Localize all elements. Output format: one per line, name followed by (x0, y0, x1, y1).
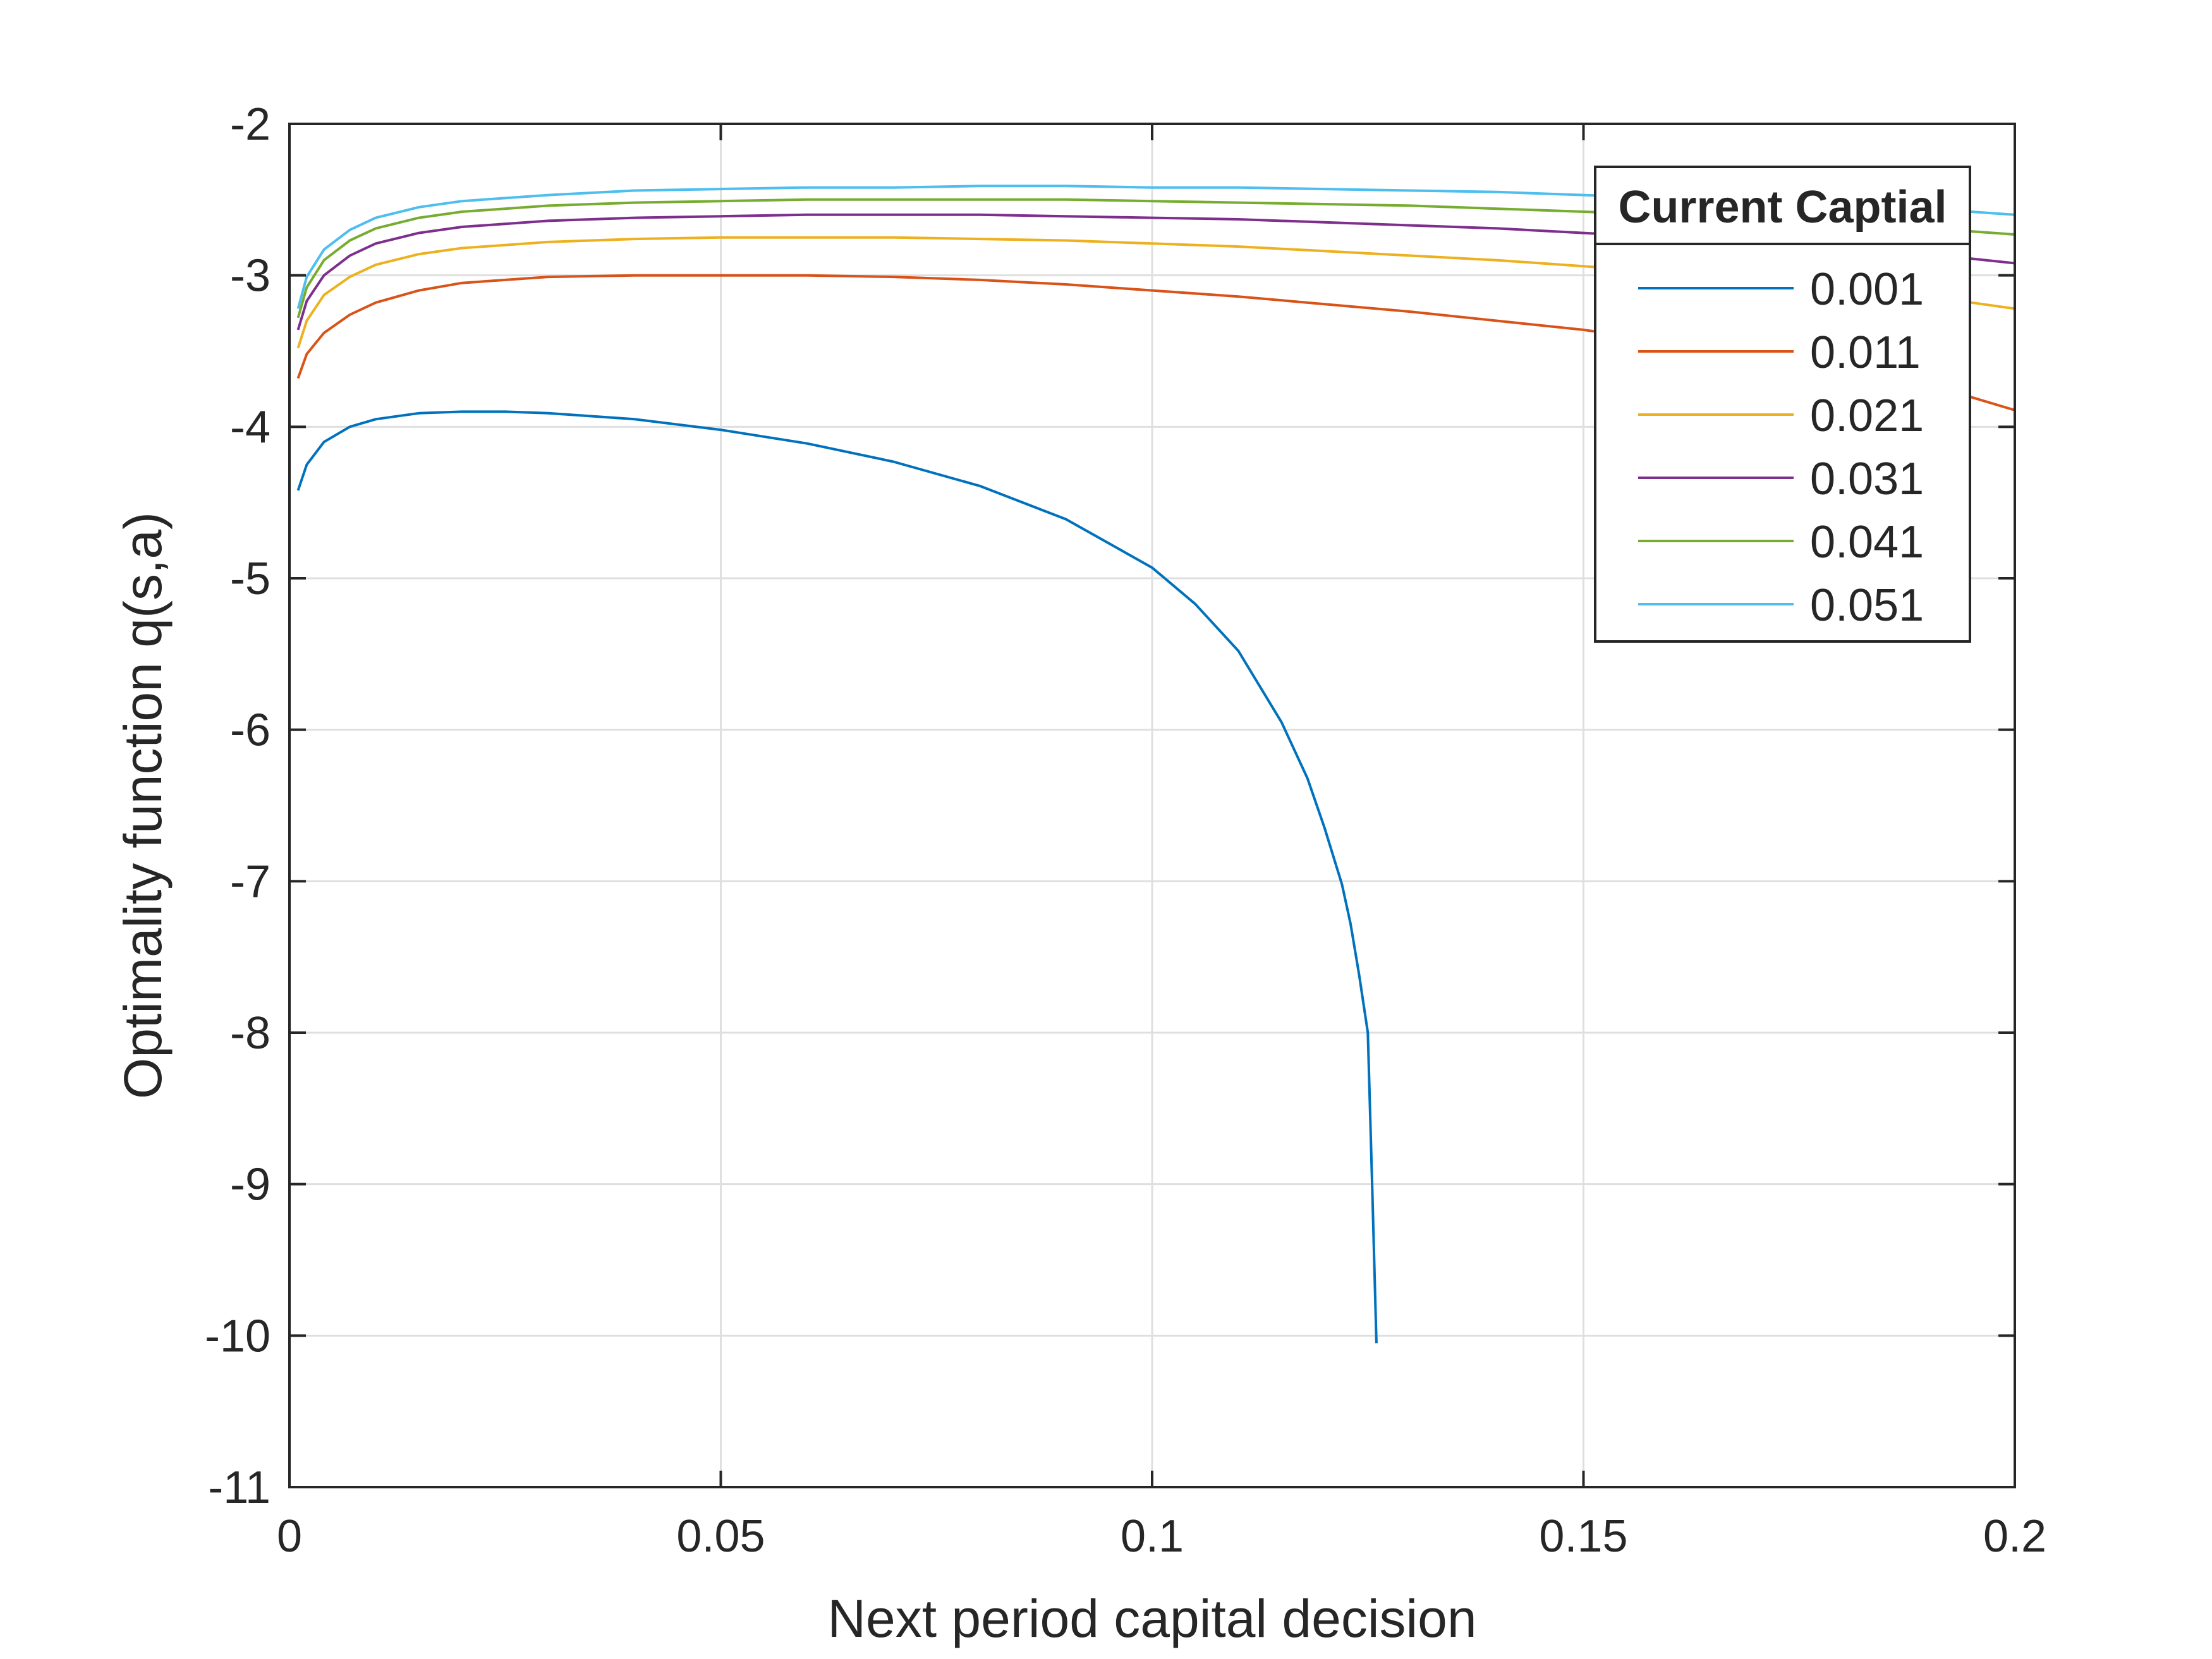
axis-ticks: 0 0.05 0.1 0.15 0.2 -11 -10 -9 -8 -7 -6 -5 -4 -3 -2 (205, 99, 2046, 1562)
legend-label-5: 0.041 (1810, 517, 1924, 568)
y-tick-label: -9 (230, 1160, 270, 1210)
x-tick-label: 0.15 (1539, 1511, 1627, 1562)
legend-box (1594, 166, 1971, 643)
y-axis-label: Optimality function q(s,a) (113, 512, 173, 1099)
legend: Current Captial 0.001 0.011 0.021 0.031 0.04… (1594, 166, 1971, 643)
y-tick-label: -2 (230, 99, 270, 150)
y-tick-label: -5 (230, 554, 270, 604)
y-tick-label: -4 (230, 402, 270, 453)
legend-label-4: 0.031 (1810, 454, 1924, 504)
legend-label-2: 0.011 (1810, 327, 1921, 378)
x-tick-label: 0.05 (676, 1511, 765, 1562)
legend-label-6: 0.051 (1810, 580, 1924, 631)
legend-label-1: 0.001 (1810, 264, 1924, 315)
y-tick-label: -10 (205, 1311, 270, 1361)
y-tick-label: -6 (230, 705, 270, 756)
y-tick-label: -3 (230, 251, 270, 301)
x-axis-label: Next period capital decision (827, 1589, 1476, 1648)
y-tick-label: -11 (208, 1462, 270, 1513)
x-tick-label: 0.1 (1121, 1511, 1184, 1562)
x-tick-label: 0.2 (1983, 1511, 2046, 1562)
y-tick-label: -7 (230, 856, 270, 907)
legend-label-3: 0.021 (1810, 391, 1924, 441)
y-tick-label: -8 (230, 1008, 270, 1059)
legend-title: Current Captial (1618, 182, 1947, 233)
x-tick-label: 0 (277, 1511, 302, 1562)
series-line-1 (296, 410, 1378, 1344)
